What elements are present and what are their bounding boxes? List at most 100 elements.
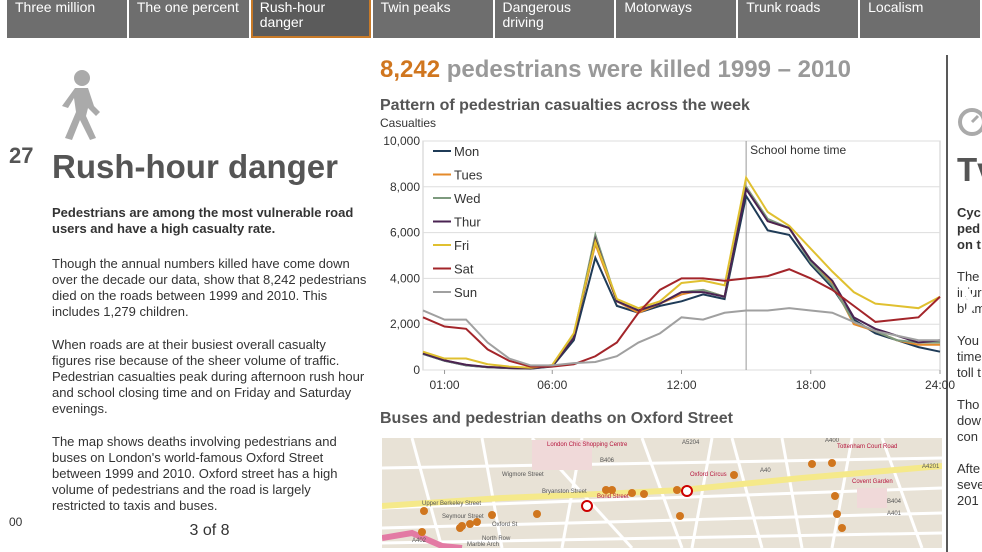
tab-one-percent[interactable]: The one percent xyxy=(128,0,249,38)
y-axis-label: Casualties xyxy=(380,116,437,130)
peek-right-line: injur xyxy=(957,285,982,300)
series-line-fri xyxy=(422,174,941,369)
legend-label: Fri xyxy=(454,238,469,253)
covent-garden-area xyxy=(857,488,887,508)
headline: 8,242 pedestrians were killed 1999 – 201… xyxy=(380,56,851,84)
page-indicator: 3 of 8 xyxy=(189,522,230,539)
death-marker xyxy=(466,520,474,528)
map-road xyxy=(690,438,714,548)
death-marker xyxy=(473,518,481,526)
map-label: Marble Arch xyxy=(467,542,499,548)
y-tick-label: 6,000 xyxy=(390,226,420,240)
legend-label: Mon xyxy=(454,144,479,159)
body-paragraph-1: Though the annual numbers killed have co… xyxy=(52,256,367,319)
map-label: Covent Garden xyxy=(852,479,893,485)
death-marker xyxy=(676,512,684,520)
tab-three-million[interactable]: Three million xyxy=(7,0,127,38)
chart-title: Pattern of pedestrian casualties across … xyxy=(380,97,750,114)
shopping-centre-area xyxy=(532,440,592,470)
death-marker xyxy=(833,510,841,518)
series-line-thur xyxy=(422,186,941,370)
map-label: Seymour Street xyxy=(442,514,484,520)
legend-label: Wed xyxy=(454,191,481,206)
tab-localism[interactable]: Localism xyxy=(860,0,980,38)
map-label: Tottenham Court Road xyxy=(837,444,897,450)
map-label: A400 xyxy=(825,438,840,444)
y-tick-label: 10,000 xyxy=(383,134,420,148)
tab-motorways[interactable]: Motorways xyxy=(616,0,737,38)
previous-slide-peek[interactable]: 27 00 xyxy=(7,55,42,552)
map-label: Oxford Circus xyxy=(690,472,727,478)
peek-left-axis-label: 00 xyxy=(9,515,23,529)
a-road xyxy=(382,529,463,548)
next-arrow-icon[interactable]: ❯ xyxy=(956,285,982,318)
map-label: A5204 xyxy=(682,440,700,446)
peek-right-line: time xyxy=(957,349,982,364)
map-label: Wigmore Street xyxy=(502,472,544,478)
body-paragraph-3: The map shows deaths involving pedestria… xyxy=(52,434,338,513)
y-tick-label: 4,000 xyxy=(390,271,420,285)
peek-right-line: on t xyxy=(957,237,981,252)
map-label: A40 xyxy=(760,468,771,474)
plot-area xyxy=(422,140,941,371)
map-road xyxy=(480,438,504,548)
annotation-label: School home time xyxy=(750,143,846,157)
peek-right-line: Tho xyxy=(957,397,980,412)
section-tabs: Three million The one percent Rush-hour … xyxy=(7,0,982,38)
lead-paragraph: Pedestrians are among the most vulnerabl… xyxy=(52,205,354,236)
map-road xyxy=(382,486,942,510)
map-label: A4201 xyxy=(922,464,940,470)
body-paragraph-2: When roads are at their busiest overall … xyxy=(52,337,365,416)
pedestrian-icon xyxy=(62,70,100,140)
map-label: B406 xyxy=(600,458,615,464)
death-marker xyxy=(418,528,426,536)
death-marker xyxy=(533,510,541,518)
map-label: A401 xyxy=(887,511,902,517)
x-tick-label: 01:00 xyxy=(430,378,460,392)
peek-right-line: ped xyxy=(957,221,981,236)
peek-right-title: Tv xyxy=(957,151,982,188)
map-label: Bryanston Street xyxy=(542,489,587,495)
peek-right-line: You xyxy=(957,333,979,348)
y-tick-label: 0 xyxy=(413,363,420,377)
oxford-street-map[interactable]: London Chic Shopping Centre Oxford Circus… xyxy=(382,438,942,548)
peek-left-number: 27 xyxy=(9,143,34,168)
death-marker xyxy=(488,511,496,519)
slide-title: Rush-hour danger xyxy=(52,148,338,185)
death-marker xyxy=(640,490,648,498)
peek-right-line: con xyxy=(957,429,978,444)
death-marker xyxy=(628,489,636,497)
oxford-street-road xyxy=(382,463,942,509)
legend-label: Sun xyxy=(454,285,477,300)
headline-number: 8,242 xyxy=(380,56,441,83)
tube-station-icon xyxy=(581,500,593,512)
tab-twin-peaks[interactable]: Twin peaks xyxy=(372,0,493,38)
death-marker xyxy=(608,486,616,494)
peek-right-line: 201 xyxy=(957,493,979,508)
death-marker xyxy=(673,486,681,494)
peek-right-line: Afte xyxy=(957,461,981,476)
y-tick-label: 2,000 xyxy=(390,317,420,331)
map-label: B404 xyxy=(887,499,902,505)
map-label: Upper Berkeley Street xyxy=(422,501,481,507)
map-road xyxy=(830,438,854,548)
tab-dangerous-driving[interactable]: Dangerous driving xyxy=(494,0,615,38)
x-tick-label: 24:00 xyxy=(925,378,955,392)
tab-trunk-roads[interactable]: Trunk roads xyxy=(738,0,859,38)
tube-station-icon xyxy=(681,485,693,497)
peek-right-line: The xyxy=(957,269,980,284)
death-marker xyxy=(831,492,839,500)
death-marker xyxy=(730,471,738,479)
death-marker xyxy=(420,507,428,515)
headline-text: pedestrians were killed 1999 – 2010 xyxy=(446,56,851,83)
map-road xyxy=(880,438,924,548)
legend-label: Thur xyxy=(454,215,481,230)
previous-arrow-icon[interactable]: ❮ xyxy=(13,285,39,318)
peek-right-line: Cyc xyxy=(957,205,981,220)
series-line-sat xyxy=(422,268,941,368)
peek-right-line: seve xyxy=(957,477,982,492)
tab-rush-hour-danger[interactable]: Rush-hour danger xyxy=(250,0,371,38)
map-label: Oxford St xyxy=(492,522,518,528)
